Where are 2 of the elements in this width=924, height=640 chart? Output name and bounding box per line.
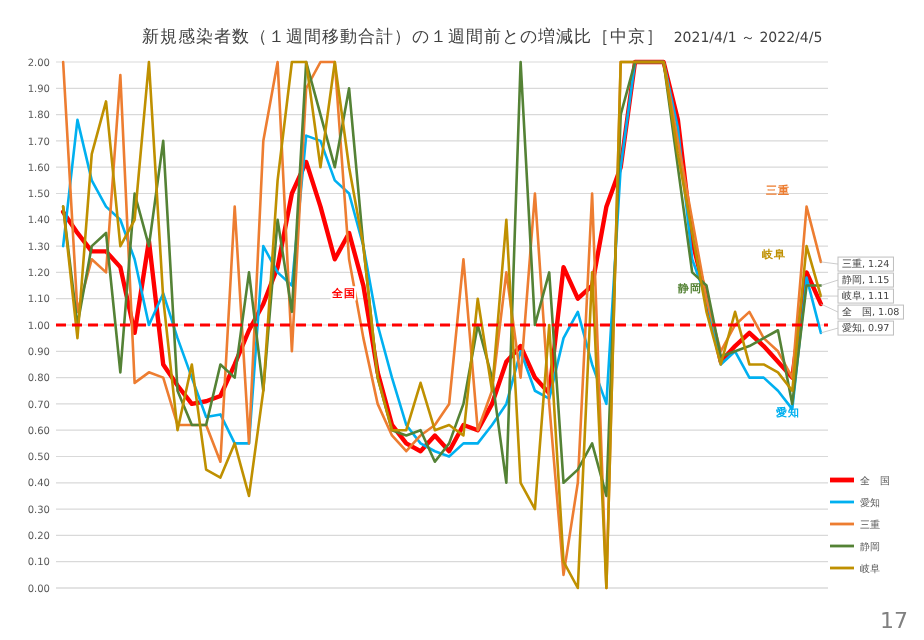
text: 17 xyxy=(880,608,908,634)
chart-title: 新規感染者数（１週間移動合計）の１週間前との増減比［中京］ xyxy=(141,26,664,48)
